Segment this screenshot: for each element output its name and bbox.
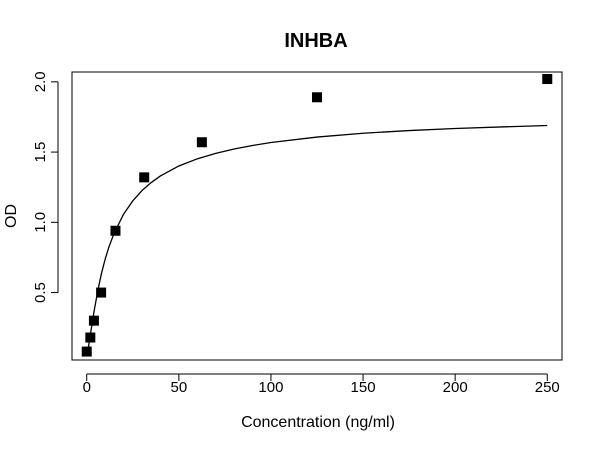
data-point-marker xyxy=(88,315,99,326)
plot-frame xyxy=(71,71,563,361)
fit-curve-line xyxy=(86,124,548,355)
x-tick-label: 100 xyxy=(258,379,283,396)
y-tick-label: 1.5 xyxy=(32,142,49,163)
data-point-marker xyxy=(542,74,553,85)
data-point-marker xyxy=(312,92,322,103)
y-tick-label: 2.0 xyxy=(32,71,49,92)
x-axis: 0 50 100 150 200 250 xyxy=(83,373,560,396)
series-layer xyxy=(86,124,548,355)
data-point-marker xyxy=(85,332,96,343)
y-axis: 0.5 1.0 1.5 2.0 xyxy=(32,71,59,303)
x-tick-label: 250 xyxy=(535,379,560,396)
x-tick-label: 0 xyxy=(83,379,91,396)
data-point-marker xyxy=(139,172,150,183)
y-axis-label: OD xyxy=(3,204,20,228)
data-point-marker xyxy=(96,287,107,298)
x-tick-label: 200 xyxy=(443,379,468,396)
x-tick-label: 50 xyxy=(170,379,187,396)
y-tick-label: 0.5 xyxy=(32,282,49,303)
data-point-marker xyxy=(110,225,121,236)
data-point-marker xyxy=(196,137,207,148)
data-point-marker xyxy=(81,346,92,357)
chart-title: INHBA xyxy=(284,30,347,52)
marker-layer xyxy=(81,74,553,357)
x-axis-label: Concentration (ng/ml) xyxy=(241,414,395,431)
x-tick-label: 150 xyxy=(351,379,376,396)
y-tick-label: 1.0 xyxy=(32,212,49,233)
